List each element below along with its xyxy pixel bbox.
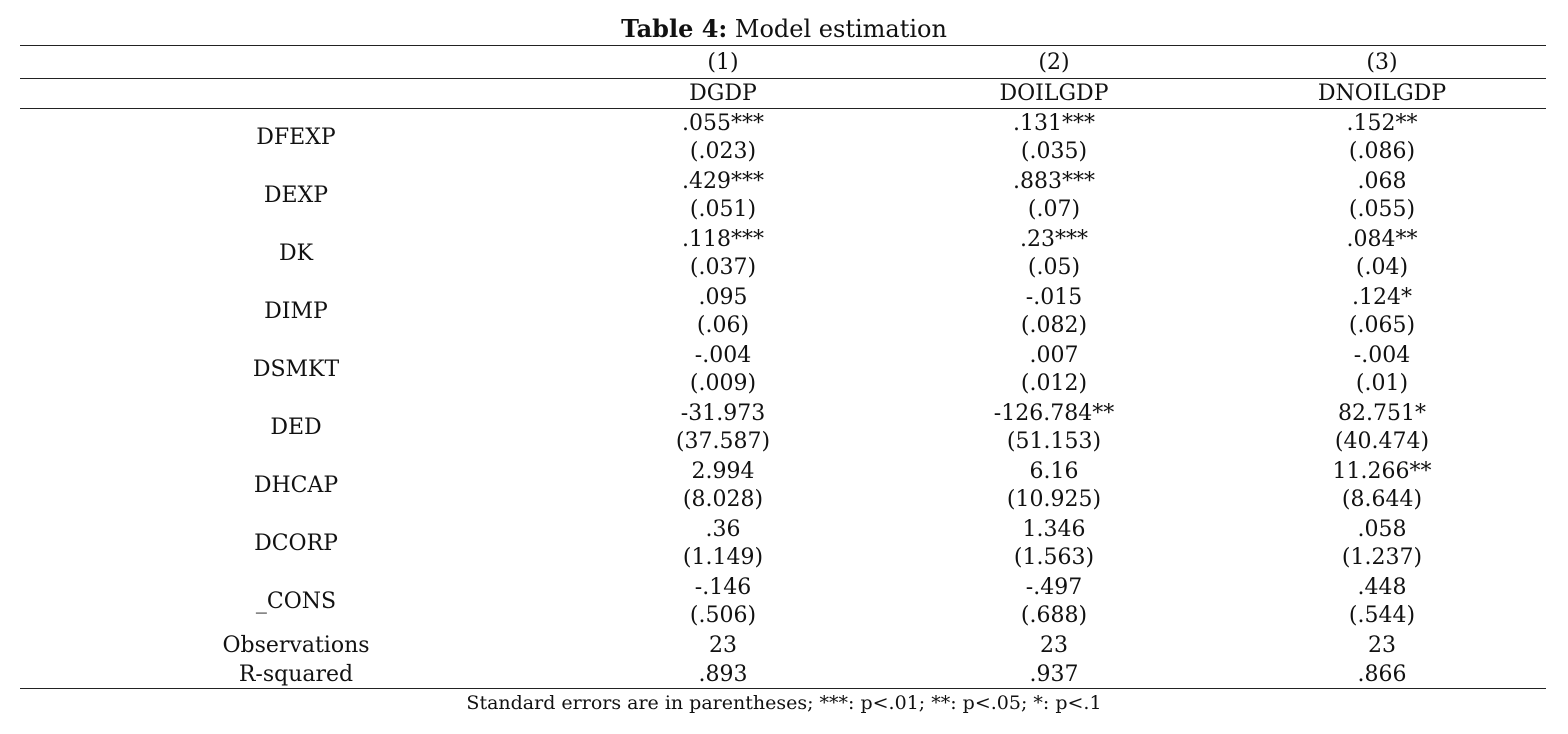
row-label: DED (270, 415, 322, 440)
top-rule (20, 45, 1546, 46)
coefficient-cell: -.004 (694, 343, 752, 368)
row-label: DCORP (254, 531, 338, 556)
standard-error-cell: (8.644) (1341, 487, 1423, 512)
header-rule (20, 78, 1546, 79)
standard-error-cell: (10.925) (1006, 487, 1102, 512)
coefficient-cell: .23*** (1020, 227, 1088, 252)
coefficient-cell: -.146 (694, 575, 752, 600)
table-caption: Table 4: Model estimation (0, 13, 1568, 45)
coefficient-cell: .429*** (682, 169, 764, 194)
table-footnote: Standard errors are in parentheses; ***:… (466, 692, 1102, 714)
coefficient-cell: 2.994 (691, 459, 755, 484)
coefficient-cell: .055*** (682, 111, 764, 136)
stat-value-cell: 23 (1368, 633, 1396, 658)
standard-error-cell: (.065) (1348, 313, 1416, 338)
standard-error-cell: (40.474) (1334, 429, 1430, 454)
coefficient-cell: 6.16 (1029, 459, 1079, 484)
standard-error-cell: (.086) (1348, 139, 1416, 164)
standard-error-cell: (.051) (689, 197, 757, 222)
standard-error-cell: (.544) (1348, 603, 1416, 628)
stat-value-cell: .866 (1357, 662, 1407, 687)
coefficient-cell: -.004 (1353, 343, 1411, 368)
standard-error-cell: (.055) (1348, 197, 1416, 222)
stat-label: R-squared (238, 662, 354, 687)
bottom-rule (20, 688, 1546, 689)
standard-error-cell: (1.563) (1013, 545, 1095, 570)
standard-error-cell: (.06) (696, 313, 750, 338)
body-top-rule (20, 108, 1546, 109)
coefficient-cell: .084** (1346, 227, 1418, 252)
standard-error-cell: (1.237) (1341, 545, 1423, 570)
standard-error-cell: (.009) (689, 371, 757, 396)
coefficient-cell: .131*** (1013, 111, 1095, 136)
dependent-variable-2: DOILGDP (999, 81, 1109, 106)
standard-error-cell: (.506) (689, 603, 757, 628)
standard-error-cell: (.01) (1355, 371, 1409, 396)
model-number-3: (3) (1366, 50, 1398, 75)
coefficient-cell: 1.346 (1022, 517, 1086, 542)
model-number-1: (1) (707, 50, 739, 75)
row-label: _CONS (255, 589, 337, 614)
coefficient-cell: 82.751* (1338, 401, 1426, 426)
coefficient-cell: .068 (1357, 169, 1407, 194)
model-number-2: (2) (1038, 50, 1070, 75)
stat-value-cell: .893 (698, 662, 748, 687)
row-label: DIMP (264, 299, 328, 324)
dependent-variable-3: DNOILGDP (1317, 81, 1447, 106)
coefficient-cell: .448 (1357, 575, 1407, 600)
stat-value-cell: .937 (1029, 662, 1079, 687)
stat-label: Observations (222, 633, 370, 658)
table-caption-label: Table 4: (621, 14, 728, 43)
standard-error-cell: (.07) (1027, 197, 1081, 222)
standard-error-cell: (.012) (1020, 371, 1088, 396)
stat-value-cell: 23 (709, 633, 737, 658)
standard-error-cell: (.05) (1027, 255, 1081, 280)
table-caption-title: Model estimation (734, 15, 947, 43)
standard-error-cell: (.04) (1355, 255, 1409, 280)
standard-error-cell: (.023) (689, 139, 757, 164)
coefficient-cell: .058 (1357, 517, 1407, 542)
row-label: DHCAP (253, 473, 339, 498)
standard-error-cell: (.688) (1020, 603, 1088, 628)
coefficient-cell: -31.973 (680, 401, 766, 426)
coefficient-cell: .007 (1029, 343, 1079, 368)
coefficient-cell: -.015 (1025, 285, 1083, 310)
standard-error-cell: (1.149) (682, 545, 764, 570)
coefficient-cell: .883*** (1013, 169, 1095, 194)
coefficient-cell: .124* (1352, 285, 1412, 310)
row-label: DSMKT (252, 357, 340, 382)
coefficient-cell: .152** (1346, 111, 1418, 136)
standard-error-cell: (37.587) (675, 429, 771, 454)
standard-error-cell: (.035) (1020, 139, 1088, 164)
coefficient-cell: .095 (698, 285, 748, 310)
coefficient-cell: -126.784** (993, 401, 1115, 426)
standard-error-cell: (51.153) (1006, 429, 1102, 454)
row-label: DFEXP (256, 125, 336, 150)
coefficient-cell: 11.266** (1332, 459, 1432, 484)
row-label: DEXP (263, 183, 329, 208)
coefficient-cell: .36 (705, 517, 741, 542)
coefficient-cell: .118*** (682, 227, 764, 252)
standard-error-cell: (.037) (689, 255, 757, 280)
coefficient-cell: -.497 (1025, 575, 1083, 600)
standard-error-cell: (8.028) (682, 487, 764, 512)
stat-value-cell: 23 (1040, 633, 1068, 658)
standard-error-cell: (.082) (1020, 313, 1088, 338)
dependent-variable-1: DGDP (689, 81, 757, 106)
row-label: DK (278, 241, 314, 266)
